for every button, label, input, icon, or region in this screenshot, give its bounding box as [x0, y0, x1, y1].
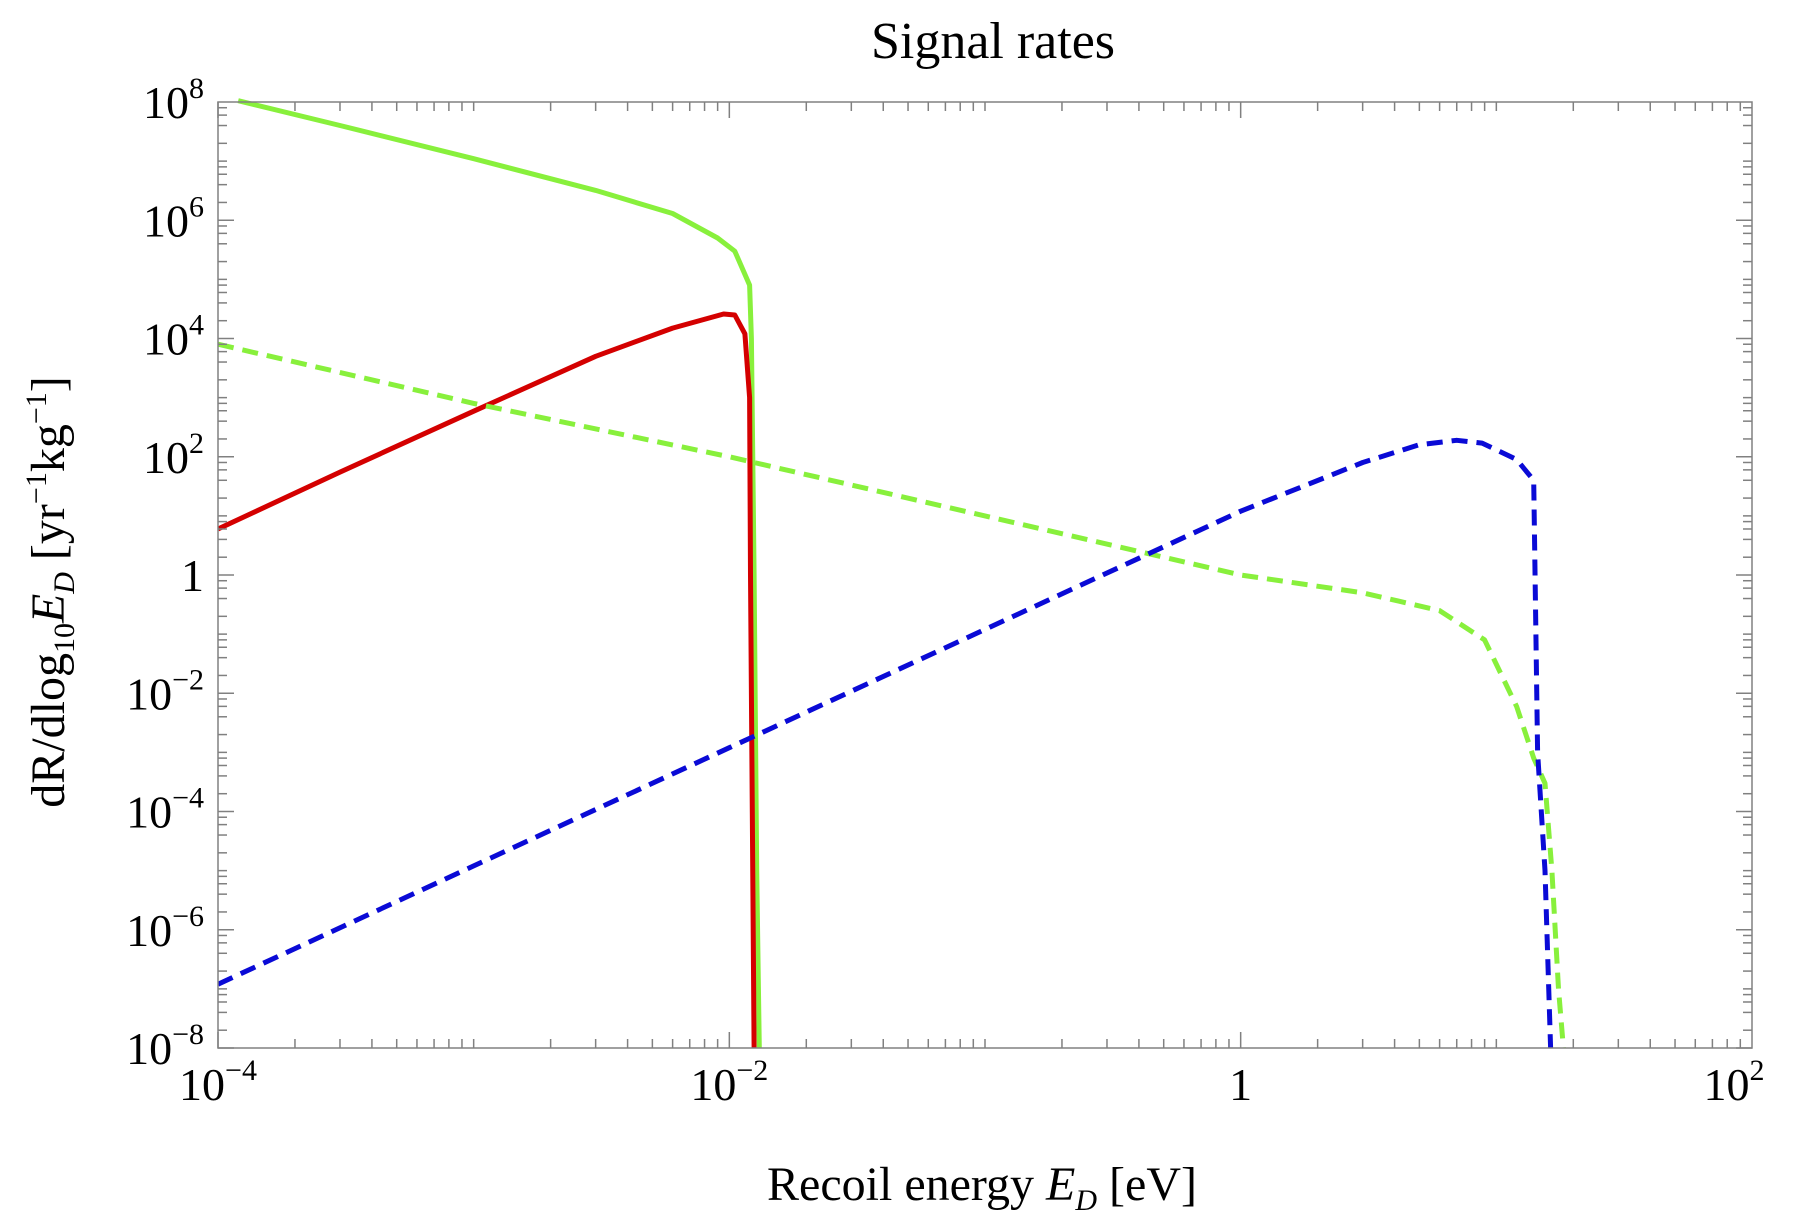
y-tick-label-exp: −6: [172, 900, 204, 933]
y-tick-label: 108: [143, 72, 204, 128]
x-tick-label-exp: 2: [1750, 1054, 1765, 1087]
x-axis-label-unit: [eV]: [1097, 1158, 1197, 1211]
y-tick-label-exp: 8: [189, 72, 204, 105]
y-tick-label-base: 10: [126, 905, 172, 956]
y-axis-label-var-sub: D: [48, 572, 81, 595]
x-tick-labels: 10−4 10−2 1 102: [179, 1054, 1764, 1110]
x-axis-label-sub: D: [1074, 1184, 1097, 1217]
y-tick-label: 10−8: [126, 1018, 204, 1074]
y-tick-label-exp: 6: [189, 190, 204, 223]
x-tick-label: 10−4: [179, 1054, 257, 1110]
x-tick-label: 102: [1704, 1054, 1765, 1110]
series-blue-dashed: [218, 437, 1554, 1049]
series-green-dashed: [218, 341, 1566, 1049]
y-tick-label-base: 10: [126, 1023, 172, 1074]
x-tick-label-exp: −2: [736, 1054, 768, 1087]
plot-frame: [217, 101, 1753, 1049]
x-axis-label: Recoil energy ED [eV]: [767, 1158, 1197, 1217]
y-tick-label-base: 1: [181, 550, 204, 601]
y-tick-label: 104: [143, 309, 204, 365]
x-tick-label-base: 1: [1229, 1059, 1252, 1110]
x-axis-label-prefix: Recoil energy: [767, 1158, 1046, 1211]
x-tick-label-base: 10: [1704, 1059, 1750, 1110]
series-green-solid: [237, 98, 762, 1049]
y-tick-label-base: 10: [143, 195, 189, 246]
series-red-solid: [218, 311, 757, 1049]
x-axis-label-var: E: [1045, 1158, 1075, 1211]
y-tick-label: 106: [143, 190, 204, 246]
y-tick-label-exp: −2: [172, 663, 204, 696]
y-axis-label-log-sub: 10: [48, 623, 81, 653]
y-axis-label-exp1: −1: [20, 472, 53, 504]
y-tick-label-base: 10: [143, 432, 189, 483]
y-tick-label-exp: −4: [172, 782, 204, 815]
y-axis-label-unit-open: [yr: [22, 504, 75, 572]
x-tick-label: 1: [1229, 1059, 1252, 1110]
y-tick-label-base: 10: [126, 787, 172, 838]
series-layer: [218, 98, 1566, 1049]
y-axis-label-prefix: dR/dlog: [22, 653, 75, 808]
y-tick-label-exp: 4: [189, 309, 204, 342]
y-axis-label: dR/dlog10ED [yr−1kg−1]: [20, 376, 81, 807]
y-tick-label: 10−4: [126, 782, 204, 838]
y-tick-label-base: 10: [143, 77, 189, 128]
y-tick-label-base: 10: [143, 314, 189, 365]
x-tick-label: 10−2: [690, 1054, 768, 1110]
y-tick-label: 10−2: [126, 663, 204, 719]
x-tick-label-base: 10: [179, 1059, 225, 1110]
y-tick-label-base: 10: [126, 668, 172, 719]
minor-ticks: [217, 102, 1752, 1049]
chart-title: Signal rates: [871, 13, 1115, 70]
y-tick-label-exp: −8: [172, 1018, 204, 1051]
y-axis-label-exp2: −1: [20, 392, 53, 424]
y-tick-label: 1: [181, 550, 204, 601]
y-tick-label: 10−6: [126, 900, 204, 956]
y-axis-label-unit-close: ]: [22, 376, 75, 392]
y-tick-label: 102: [143, 427, 204, 483]
y-axis-label-mid: kg: [22, 424, 75, 472]
x-tick-label-exp: −4: [225, 1054, 257, 1087]
x-tick-label-base: 10: [690, 1059, 736, 1110]
y-axis-label-var: E: [22, 594, 75, 624]
y-tick-label-exp: 2: [189, 427, 204, 460]
